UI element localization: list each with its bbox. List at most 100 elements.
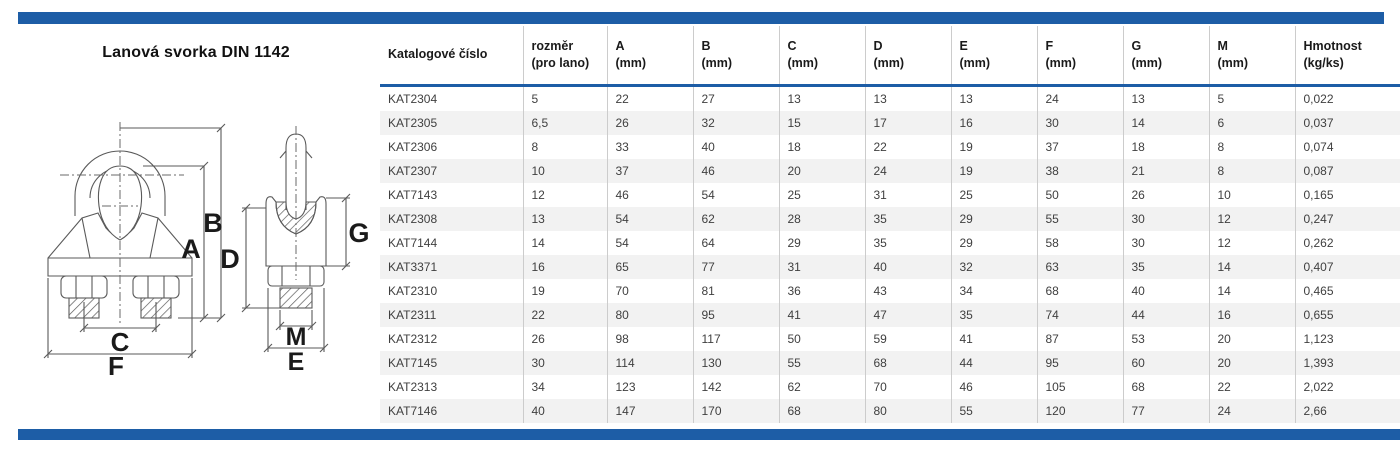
catalog-number-cell: KAT2311 [388, 307, 437, 322]
value-cell: 98 [606, 326, 693, 351]
value-cell: 55 [1036, 206, 1123, 231]
value-cell: 30 [522, 350, 607, 375]
value-cell: 26 [1122, 182, 1209, 207]
value-cell: 29 [778, 230, 865, 255]
table-body: KAT2304 5 22 27 13 13 13 24 13 5 0,022 KAT2305 6,5 26… [380, 85, 1400, 423]
value-cell: 35 [864, 206, 951, 231]
value-cell: 54 [692, 182, 779, 207]
value-cell: 74 [1036, 302, 1123, 327]
value-cell: 123 [606, 374, 693, 399]
value-cell: 170 [692, 398, 779, 423]
value-cell: 14 [1122, 110, 1209, 135]
value-cell: 10 [1208, 182, 1295, 207]
value-cell: 87 [1036, 326, 1123, 351]
value-cell: 34 [950, 278, 1037, 303]
value-cell: 77 [692, 254, 779, 279]
catalog-number-cell: KAT2308 [388, 211, 438, 226]
value-cell: 13 [522, 206, 607, 231]
catalog-number-cell: KAT2307 [388, 163, 438, 178]
value-cell: 14 [522, 230, 607, 255]
value-cell: 26 [522, 326, 607, 351]
table-row: KAT2307 10 37 46 20 24 19 38 21 8 0,087 [380, 158, 1400, 183]
column-header: Hmotnost (kg/ks) [1294, 26, 1400, 87]
value-cell: 34 [522, 374, 607, 399]
value-cell: 32 [950, 254, 1037, 279]
wire-rope-clip-diagram: A B C F D G M E [43, 122, 370, 376]
value-cell: 40 [864, 254, 951, 279]
catalog-number-cell: KAT7143 [388, 187, 438, 202]
table-header-row: Katalogové číslo rozměr (pro lano) A (mm) B (m… [380, 26, 1400, 87]
value-cell: 142 [692, 374, 779, 399]
dim-label-m: M [286, 323, 307, 351]
value-cell: 22 [606, 85, 693, 111]
value-cell: 14 [1208, 278, 1295, 303]
value-cell: 16 [1208, 302, 1295, 327]
value-cell: 24 [1036, 85, 1123, 111]
value-cell: 117 [692, 326, 779, 351]
value-cell: 41 [950, 326, 1037, 351]
value-cell: 1,123 [1294, 326, 1400, 351]
value-cell: 30 [1122, 206, 1209, 231]
value-cell: 35 [1122, 254, 1209, 279]
dim-label-d: D [220, 244, 240, 274]
dim-label-g: G [348, 218, 369, 248]
value-cell: 31 [864, 182, 951, 207]
top-divider-bar [18, 12, 1384, 24]
value-cell: 5 [522, 85, 607, 111]
column-header: B (mm) [692, 26, 779, 87]
value-cell: 22 [522, 302, 607, 327]
value-cell: 44 [1122, 302, 1209, 327]
column-header: G (mm) [1122, 26, 1209, 87]
column-header: D (mm) [864, 26, 951, 87]
value-cell: 0,087 [1294, 158, 1400, 183]
value-cell: 46 [950, 374, 1037, 399]
value-cell: 44 [950, 350, 1037, 375]
value-cell: 38 [1036, 158, 1123, 183]
table-row: KAT2308 13 54 62 28 35 29 55 30 12 0,247 [380, 206, 1400, 231]
value-cell: 0,074 [1294, 134, 1400, 159]
catalog-number-cell: KAT2305 [388, 115, 438, 130]
dim-label-a: A [181, 234, 201, 264]
value-cell: 6,5 [522, 110, 607, 135]
value-cell: 0,037 [1294, 110, 1400, 135]
value-cell: 59 [864, 326, 951, 351]
value-cell: 29 [950, 230, 1037, 255]
value-cell: 13 [864, 85, 951, 111]
value-cell: 53 [1122, 326, 1209, 351]
value-cell: 12 [522, 182, 607, 207]
value-cell: 13 [950, 85, 1037, 111]
table-row: KAT2310 19 70 81 36 43 34 68 40 14 0,465 [380, 278, 1400, 303]
table-row: KAT2306 8 33 40 18 22 19 37 18 8 0,074 [380, 134, 1400, 159]
value-cell: 80 [864, 398, 951, 423]
value-cell: 0,407 [1294, 254, 1400, 279]
value-cell: 80 [606, 302, 693, 327]
column-header: Katalogové číslo [380, 26, 523, 87]
value-cell: 24 [1208, 398, 1295, 423]
value-cell: 30 [1122, 230, 1209, 255]
value-cell: 18 [778, 134, 865, 159]
value-cell: 12 [1208, 230, 1295, 255]
value-cell: 36 [778, 278, 865, 303]
table-row: KAT7144 14 54 64 29 35 29 58 30 12 0,262 [380, 230, 1400, 255]
value-cell: 50 [778, 326, 865, 351]
value-cell: 19 [522, 278, 607, 303]
value-cell: 81 [692, 278, 779, 303]
column-header: A (mm) [606, 26, 693, 87]
din1142-technical-drawing: A B C F D G M E [28, 118, 373, 376]
value-cell: 37 [606, 158, 693, 183]
value-cell: 0,655 [1294, 302, 1400, 327]
value-cell: 8 [1208, 158, 1295, 183]
dim-label-c: C [111, 327, 130, 357]
value-cell: 40 [1122, 278, 1209, 303]
table-row: KAT2304 5 22 27 13 13 13 24 13 5 0,022 [380, 85, 1400, 111]
value-cell: 30 [1036, 110, 1123, 135]
value-cell: 16 [522, 254, 607, 279]
dimensions-table: Katalogové číslo rozměr (pro lano) A (mm) B (m… [380, 26, 1400, 423]
value-cell: 68 [1122, 374, 1209, 399]
column-header: C (mm) [778, 26, 865, 87]
value-cell: 62 [692, 206, 779, 231]
value-cell: 26 [606, 110, 693, 135]
catalog-number-cell: KAT7145 [388, 355, 438, 370]
value-cell: 95 [692, 302, 779, 327]
